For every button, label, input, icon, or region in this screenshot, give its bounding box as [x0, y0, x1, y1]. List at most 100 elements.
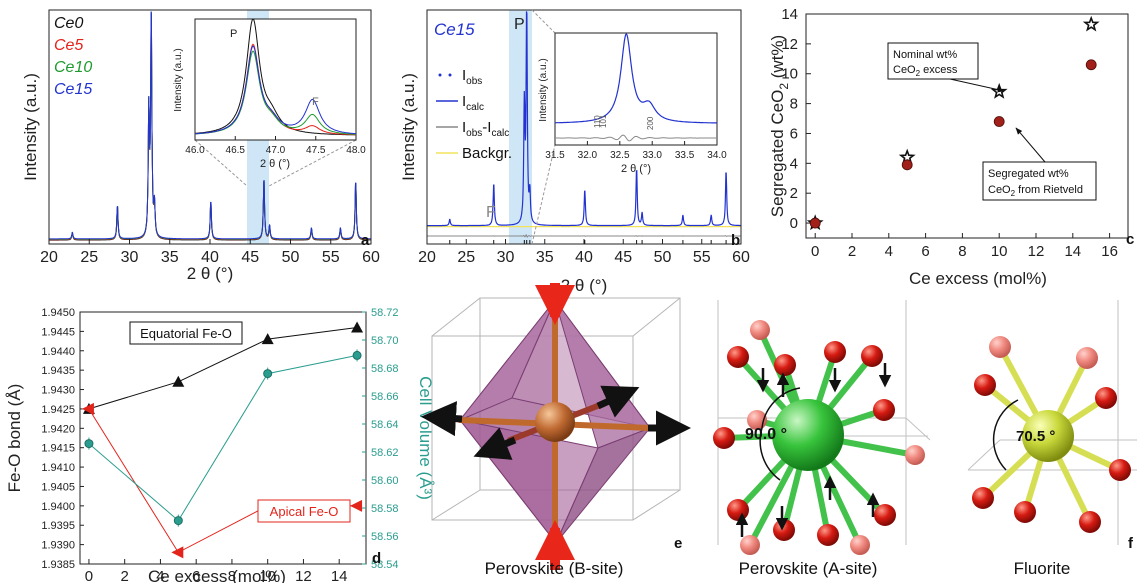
- inset-y-axis-label: Intensity (a.u.): [173, 48, 184, 111]
- oxygen-atom: [850, 535, 870, 555]
- y-right-tick-label: 58.72: [371, 307, 399, 319]
- x-tick-label: 45: [614, 249, 632, 266]
- data-point-apical: [171, 546, 184, 559]
- x-tick-label: 30: [121, 249, 139, 266]
- y-tick-label: 1.9390: [41, 540, 75, 552]
- structure-caption: Perovskite (B-site): [485, 559, 624, 578]
- reflection-label: 110: [593, 115, 602, 128]
- y-tick-label: 1.9425: [41, 404, 75, 416]
- series-line: [88, 327, 358, 410]
- legend-entry: Iobs: [462, 67, 482, 87]
- data-point-cell-volume: [263, 369, 273, 379]
- legend-entry: Backgr.: [462, 145, 512, 162]
- y-right-tick-label: 58.54: [371, 559, 399, 571]
- y-tick-label: 12: [781, 36, 798, 53]
- cerium-fluorite-atom: [1022, 410, 1074, 462]
- oxygen-atom: [740, 535, 760, 555]
- structure-fluorite: 70.5 ° Fluorite f: [967, 300, 1137, 578]
- x-tick-label: 6: [921, 243, 929, 260]
- inset-x-tick-label: 32.5: [610, 150, 630, 161]
- inset-x-tick-label: 47.5: [306, 145, 326, 156]
- legend-entry: Ce10: [54, 59, 92, 76]
- x-tick-label: 0: [811, 243, 819, 260]
- x-tick-label: 0: [85, 568, 93, 583]
- inset-x-tick-label: 48.0: [346, 145, 366, 156]
- inset-x-tick-label: 47.0: [266, 145, 286, 156]
- data-point-nominal: [1082, 15, 1100, 32]
- x-tick-label: 2: [121, 568, 129, 583]
- x-tick-label: 60: [732, 249, 750, 266]
- x-tick-label: 50: [282, 249, 300, 266]
- x-tick-label: 60: [362, 249, 380, 266]
- inset-pattern-ce0: [195, 19, 356, 136]
- y-tick-label: 8: [790, 96, 798, 113]
- x-axis-ticks: 20 25 30 35 40 45 50 55 60: [418, 239, 750, 266]
- oxygen-atom: [727, 499, 749, 521]
- strain-arrow-back: [596, 385, 640, 418]
- data-series: [81, 321, 364, 559]
- structure-caption: Perovskite (A-site): [739, 559, 878, 578]
- x-tick-label: 14: [1064, 243, 1081, 260]
- inset-x-tick-label: 46.0: [185, 145, 205, 156]
- annotation-nominal-line1: Nominal wt%: [893, 49, 957, 61]
- x-tick-label: 40: [575, 249, 593, 266]
- inset-x-axis-label: 2 θ (°): [260, 158, 290, 170]
- annotation-segregated-line2: CeO2 from Rietveld: [988, 184, 1083, 198]
- rietveld-spectra: [427, 11, 741, 244]
- x-tick-label: 6: [192, 568, 200, 583]
- xrd-pattern-ce15: [49, 11, 371, 240]
- peak-label-f: F: [486, 204, 496, 221]
- x-tick-label: 35: [536, 249, 554, 266]
- reflection-label: 101: [599, 114, 608, 128]
- legend-entry: Ce15: [54, 81, 92, 98]
- xrd-spectra-group: [49, 11, 371, 241]
- inset-frame: [194, 18, 357, 141]
- data-point-equatorial: [351, 321, 364, 333]
- panel-label-f: f: [1128, 535, 1134, 552]
- oxygen-atom: [727, 346, 749, 368]
- panel-label-a: a: [361, 232, 370, 249]
- panel-b-rietveld: 20 25 30 35 40 45 50 55 60 2 θ (°) Intensity (a.…: [399, 9, 750, 295]
- oxygen-atom: [817, 524, 839, 546]
- x-tick-label: 2: [848, 243, 856, 260]
- oxygen-atoms: [972, 336, 1131, 533]
- angle-arc: [761, 387, 801, 429]
- inset-y-axis-label: Intensity (a.u.): [538, 58, 549, 121]
- panel-label-e: e: [674, 535, 682, 552]
- axis-ticks: 0 2 4 6 8 10 12 14 1.9385 1.9390 1.9395 1.9400 1.940…: [41, 307, 398, 583]
- annotation-nominal-line2: CeO2 excess: [893, 64, 958, 78]
- data-point-segregated: [1085, 59, 1097, 71]
- legend: Iobs Icalc Iobs-Icalc Backgr.: [436, 67, 512, 162]
- inset-x-tick-label: 46.5: [226, 145, 246, 156]
- legend-entry: Ce0: [54, 15, 83, 32]
- x-tick-label: 10: [991, 243, 1008, 260]
- data-point-cell-volume: [352, 350, 362, 360]
- oxygen-atom: [989, 336, 1011, 358]
- panel-label-c: c: [1126, 231, 1134, 248]
- inset-pattern-ce15: [195, 45, 356, 135]
- oxygen-atom: [750, 320, 770, 340]
- x-tick-label: 50: [654, 249, 672, 266]
- legend-swatch: [438, 73, 442, 77]
- y-tick-label: 1.9385: [41, 559, 75, 571]
- oxygen-atom: [861, 345, 883, 367]
- x-tick-label: 4: [156, 568, 164, 583]
- annotation-arrow: [949, 78, 1005, 93]
- angle-arc: [992, 399, 1019, 471]
- x-tick-label: 40: [201, 249, 219, 266]
- data-point-segregated: [901, 159, 913, 171]
- structure-perovskite-a-site: 90.0 ° Perovskite (A-site): [713, 300, 931, 578]
- strain-arrow-front: [473, 427, 517, 460]
- x-tick-label: 55: [693, 249, 711, 266]
- inset-peak-label-f: F: [312, 96, 319, 108]
- peak-label-p: P: [514, 16, 525, 33]
- y-tick-label: 4: [790, 155, 798, 172]
- calculated-curve: [427, 11, 741, 227]
- iron-atom: [535, 402, 575, 442]
- x-tick-label: 45: [241, 249, 259, 266]
- plot-frame: [805, 13, 1129, 239]
- x-axis-label: Ce excess (mol%): [148, 567, 286, 583]
- inset-x-tick-label: 33.5: [675, 150, 695, 161]
- inset-x-tick-label: 34.0: [707, 150, 727, 161]
- zoom-connector: [194, 139, 248, 187]
